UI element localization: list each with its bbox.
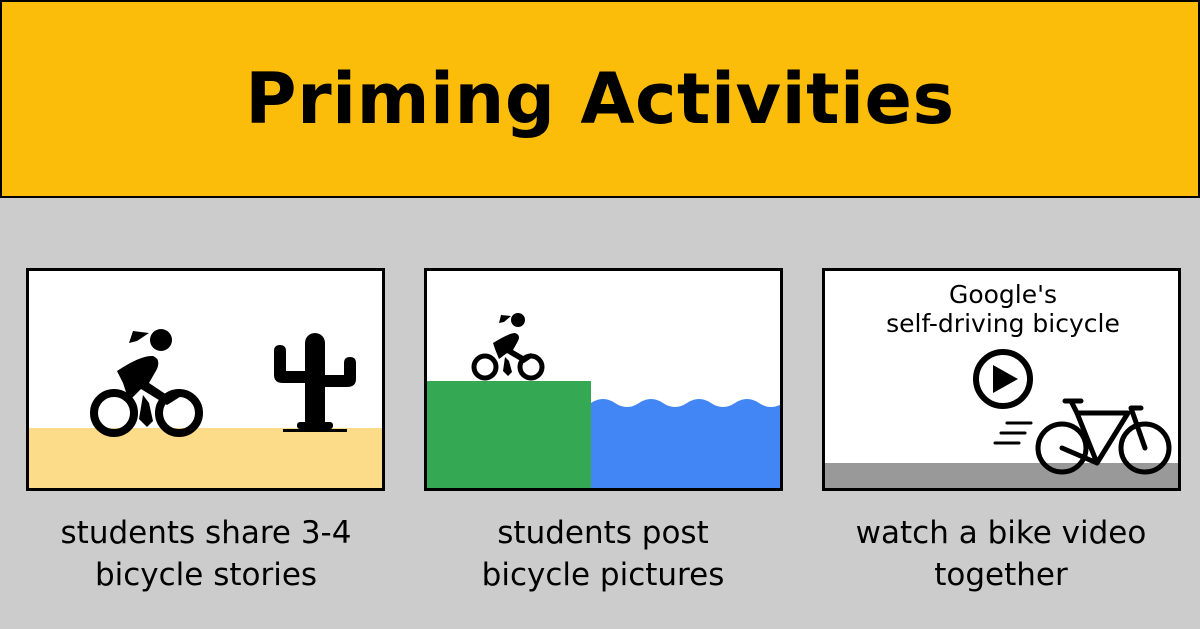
bicycle-icon — [1035, 398, 1172, 475]
caption-watch-video: watch a bike video together — [801, 512, 1200, 596]
road — [825, 463, 1178, 488]
cyclist-icon — [471, 313, 545, 381]
land-block — [427, 381, 591, 488]
caption-share-stories: students share 3-4 bicycle stories — [6, 512, 406, 596]
header-banner: Priming Activities — [0, 0, 1200, 198]
page-title: Priming Activities — [245, 58, 955, 140]
caption-share-stories-line1: students share 3-4 — [60, 515, 352, 551]
panel-watch-video-illustration — [825, 349, 1178, 488]
caption-watch-video-line1: watch a bike video — [855, 515, 1147, 551]
caption-post-pictures-line2: bicycle pictures — [481, 557, 725, 593]
video-title-line1: Google's — [948, 280, 1058, 309]
panel-share-stories-illustration — [29, 329, 382, 488]
caption-share-stories-line2: bicycle stories — [94, 557, 318, 593]
speed-lines-icon — [993, 421, 1033, 445]
caption-post-pictures-line1: students post — [497, 515, 709, 551]
video-title: Google's self-driving bicycle — [825, 280, 1178, 338]
caption-post-pictures: students post bicycle pictures — [403, 512, 803, 596]
cactus-icon — [274, 333, 356, 432]
panel-post-pictures — [424, 268, 783, 491]
video-title-line2: self-driving bicycle — [886, 309, 1120, 338]
panel-post-pictures-illustration — [427, 313, 780, 488]
panel-watch-video: Google's self-driving bicycle — [822, 268, 1181, 491]
sand-ground — [29, 428, 382, 488]
panel-share-stories — [26, 268, 385, 491]
play-icon — [973, 349, 1033, 409]
water — [591, 399, 780, 488]
caption-watch-video-line2: together — [934, 557, 1068, 593]
cyclist-icon — [90, 329, 203, 437]
